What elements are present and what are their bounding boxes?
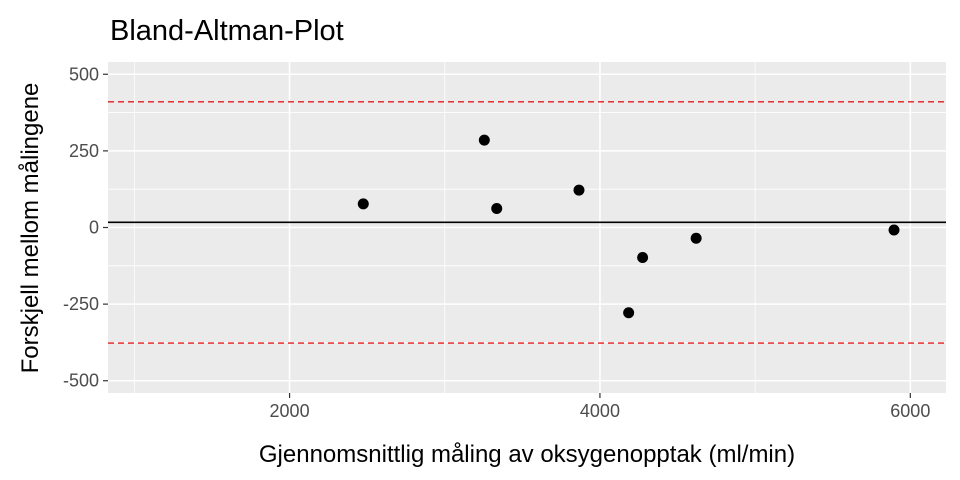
- x-axis-title: Gjennomsnittlig måling av oksygenopptak …: [259, 441, 795, 468]
- y-tick-label: -250: [63, 294, 99, 314]
- data-point: [357, 198, 369, 210]
- x-axis-ticks: 2000 4000 6000: [270, 393, 930, 421]
- chart-title: Bland-Altman-Plot: [110, 15, 344, 47]
- y-axis-title: Forskjell mellom målingene: [17, 83, 44, 374]
- data-point: [637, 252, 649, 264]
- data-point: [491, 202, 503, 214]
- x-tick-label: 4000: [580, 401, 620, 421]
- data-point: [478, 134, 490, 146]
- data-point: [573, 184, 585, 196]
- data-point: [690, 232, 702, 244]
- data-points: [357, 134, 900, 319]
- y-axis-ticks: -500 -250 0 250 500: [63, 64, 108, 391]
- y-tick-label: 250: [69, 141, 99, 161]
- y-tick-label: 0: [89, 218, 99, 238]
- y-tick-label: 500: [69, 64, 99, 84]
- major-gridlines: [108, 62, 946, 393]
- x-tick-label: 2000: [270, 401, 310, 421]
- data-point: [888, 224, 900, 236]
- data-point: [623, 307, 635, 319]
- y-tick-label: -500: [63, 371, 99, 391]
- reference-lines: [108, 101, 946, 344]
- x-tick-label: 6000: [890, 401, 930, 421]
